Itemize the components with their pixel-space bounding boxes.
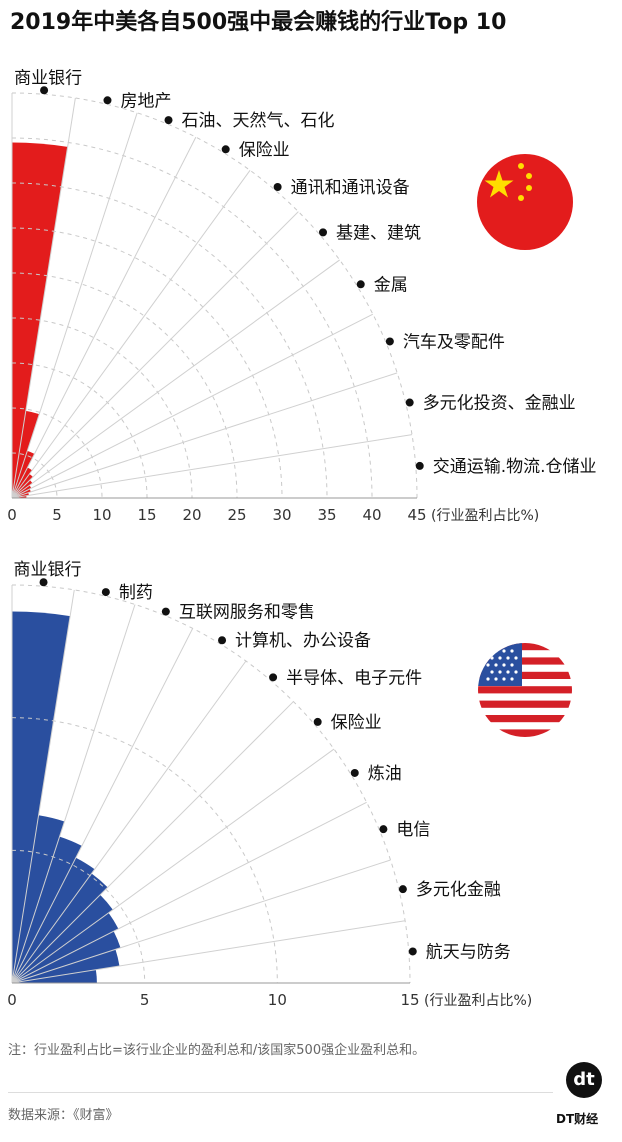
category-dot-0-4 (273, 182, 282, 191)
radial-line-0-4 (11, 170, 251, 499)
category-label-1-6: 炼油 (368, 764, 402, 784)
category-label-1-9: 航天与防务 (426, 942, 511, 962)
category-dot-1-9 (408, 947, 417, 956)
radial-line-0-7 (11, 313, 374, 499)
brand-logo: dt (566, 1062, 602, 1098)
radial-line-1-5 (11, 701, 294, 984)
category-label-0-6: 金属 (374, 275, 408, 295)
radial-line-0-2 (11, 112, 138, 499)
tick-label-0-8: 40 (362, 506, 381, 524)
china-flag-icon (477, 154, 573, 250)
bar-1-4 (12, 873, 108, 983)
china-polar-bar-chart: 商业银行房地产石油、天然气、石化保险业通讯和通讯设备基建、建筑金属汽车及零配件多… (7, 68, 597, 524)
category-label-0-7: 汽车及零配件 (403, 332, 505, 352)
category-label-1-5: 保险业 (331, 713, 382, 733)
category-dot-0-8 (405, 398, 414, 407)
category-label-1-3: 计算机、办公设备 (235, 631, 371, 651)
footnote: 注：行业盈利占比=该行业企业的盈利总和/该国家500强企业盈利总和。 (8, 1043, 426, 1058)
category-label-0-2: 石油、天然气、石化 (182, 111, 335, 131)
category-dot-0-0 (40, 86, 49, 95)
radial-line-1-7 (11, 801, 367, 984)
radial-line-1-6 (11, 748, 335, 984)
grid-ring-0-2 (11, 407, 103, 499)
category-dot-1-0 (39, 578, 48, 587)
category-label-1-1: 制药 (119, 583, 153, 603)
bar-1-2 (12, 836, 82, 983)
grid-ring-0-4 (11, 317, 193, 499)
radial-line-0-5 (11, 211, 299, 499)
radial-line-0-3 (11, 136, 197, 499)
category-label-0-8: 多元化投资、金融业 (423, 394, 576, 414)
category-label-1-0: 商业银行 (14, 560, 82, 580)
category-label-0-3: 保险业 (239, 140, 290, 160)
tick-label-0-2: 10 (92, 506, 111, 524)
category-label-0-5: 基建、建筑 (336, 223, 421, 243)
category-dot-1-1 (101, 588, 110, 597)
category-label-0-0: 商业银行 (14, 68, 82, 88)
category-dot-1-3 (218, 636, 227, 645)
category-dot-1-6 (350, 768, 359, 777)
category-label-1-4: 半导体、电子元件 (286, 668, 422, 688)
tick-label-0-9: 45 (407, 506, 426, 524)
grid-ring-0-7 (11, 182, 328, 499)
bar-1-3 (12, 857, 95, 983)
radial-line-0-1 (11, 97, 76, 499)
bar-1-7 (12, 931, 121, 983)
bar-0-4 (12, 473, 34, 498)
tick-label-0-4: 20 (182, 506, 201, 524)
unit-label-1: (行业盈利占比%) (424, 993, 532, 1009)
brand-logo-text: dt (573, 1069, 595, 1090)
radial-line-1-8 (11, 859, 391, 984)
category-label-1-2: 互联网服务和零售 (179, 603, 315, 623)
radial-line-1-3 (11, 628, 194, 984)
category-label-1-8: 多元化金融 (416, 880, 501, 900)
tick-label-0-6: 30 (272, 506, 291, 524)
tick-label-0-3: 15 (137, 506, 156, 524)
category-dot-0-5 (319, 228, 328, 237)
category-dot-0-9 (415, 461, 424, 470)
category-dot-1-7 (379, 825, 388, 834)
radial-line-1-1 (11, 589, 75, 984)
category-label-1-7: 电信 (396, 820, 430, 840)
tick-label-0-7: 35 (317, 506, 336, 524)
tick-label-0-0: 0 (7, 506, 17, 524)
category-label-0-4: 通讯和通讯设备 (291, 178, 410, 198)
category-dot-1-2 (161, 607, 170, 616)
us-polar-bar-chart: 商业银行制药互联网服务和零售计算机、办公设备半导体、电子元件保险业炼油电信多元化… (7, 560, 532, 1009)
category-dot-0-7 (385, 337, 394, 346)
radial-line-1-4 (11, 660, 247, 984)
unit-label-0: (行业盈利占比%) (431, 508, 539, 524)
tick-label-0-5: 25 (227, 506, 246, 524)
tick-label-0-1: 5 (52, 506, 62, 524)
category-dot-1-8 (398, 885, 407, 894)
tick-label-1-0: 0 (7, 991, 17, 1009)
category-label-0-9: 交通运输.物流.仓储业 (433, 457, 597, 477)
category-dot-1-5 (313, 717, 322, 726)
tick-label-1-1: 5 (140, 991, 150, 1009)
radial-line-0-9 (11, 434, 413, 499)
category-label-0-1: 房地产 (120, 91, 171, 111)
brand-name: DT财经 (556, 1112, 599, 1126)
radial-line-1-2 (11, 604, 136, 984)
category-dot-1-4 (269, 673, 278, 682)
radial-line-1-9 (11, 920, 406, 984)
category-dot-0-1 (103, 96, 112, 105)
bar-1-5 (12, 894, 113, 983)
us-flag-icon (478, 643, 572, 737)
page-title: 2019年中美各自500强中最会赚钱的行业Top 10 (10, 10, 507, 35)
category-dot-0-6 (356, 280, 365, 289)
category-dot-0-2 (164, 116, 173, 125)
grid-ring-1-3 (11, 584, 411, 984)
tick-label-1-3: 15 (400, 991, 419, 1009)
tick-label-1-2: 10 (268, 991, 287, 1009)
bar-1-6 (12, 912, 119, 983)
divider (8, 1092, 553, 1093)
radial-line-0-8 (11, 372, 398, 499)
data-source: 数据来源：《财富》 (8, 1108, 119, 1123)
radial-line-0-6 (11, 259, 340, 499)
category-dot-0-3 (221, 145, 230, 154)
